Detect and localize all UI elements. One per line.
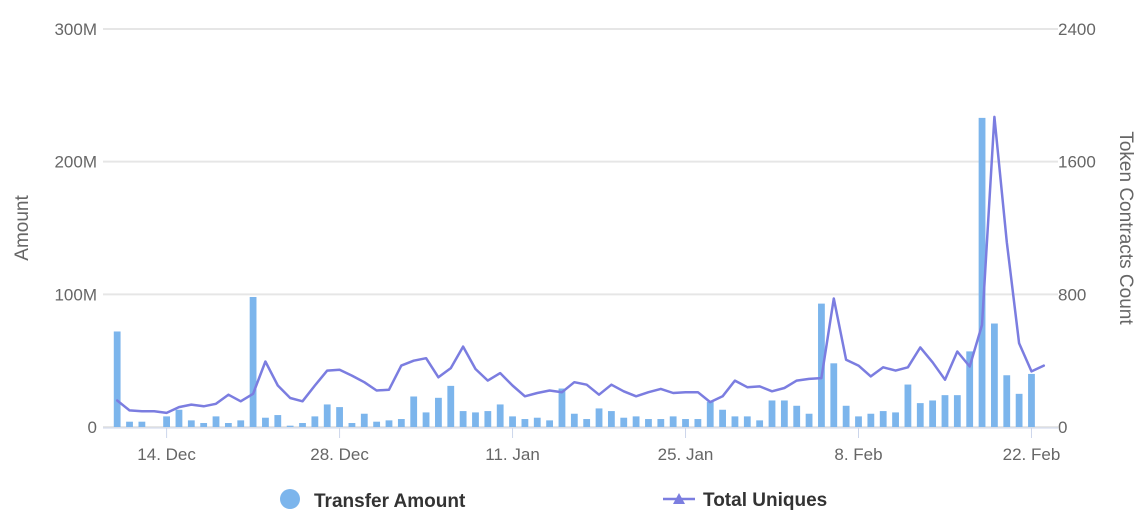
- bar[interactable]: [570, 413, 578, 427]
- bar[interactable]: [978, 117, 986, 428]
- bar[interactable]: [138, 421, 146, 427]
- bar[interactable]: [496, 404, 504, 427]
- bar[interactable]: [521, 419, 529, 427]
- legend-triangle-marker: [673, 493, 685, 504]
- bar[interactable]: [1028, 373, 1035, 427]
- y-right-axis-title: Token Contracts Count: [1115, 131, 1136, 325]
- bar[interactable]: [348, 423, 356, 427]
- bar[interactable]: [459, 411, 467, 427]
- bar[interactable]: [435, 397, 442, 427]
- y-left-tick-label: 0: [88, 418, 97, 437]
- bar[interactable]: [385, 420, 393, 427]
- bar[interactable]: [472, 412, 479, 427]
- bar[interactable]: [1003, 375, 1011, 427]
- bar[interactable]: [299, 423, 306, 427]
- line-series-total-uniques[interactable]: [115, 115, 1046, 415]
- bar[interactable]: [756, 420, 764, 427]
- x-tick-label: 11. Jan: [485, 445, 540, 464]
- bar[interactable]: [163, 416, 170, 427]
- bar[interactable]: [397, 419, 405, 427]
- bar[interactable]: [187, 420, 195, 427]
- bar[interactable]: [262, 417, 269, 427]
- x-tick-label: 22. Feb: [1003, 445, 1061, 464]
- bar[interactable]: [274, 415, 282, 427]
- bar[interactable]: [447, 385, 455, 427]
- bar[interactable]: [842, 405, 850, 427]
- bar[interactable]: [212, 416, 220, 427]
- bar[interactable]: [991, 323, 998, 427]
- legend-label-transfer-amount: Transfer Amount: [314, 491, 466, 512]
- bar[interactable]: [682, 419, 689, 427]
- bar[interactable]: [373, 421, 381, 427]
- bar[interactable]: [1015, 393, 1023, 427]
- x-tick-label: 8. Feb: [834, 445, 882, 464]
- bar[interactable]: [546, 420, 554, 427]
- bar[interactable]: [558, 388, 566, 427]
- legend-symbol-transfer-amount[interactable]: [280, 489, 300, 509]
- bar[interactable]: [422, 412, 430, 427]
- y-right-tick-label: 800: [1058, 285, 1086, 304]
- x-tick-label: 28. Dec: [310, 445, 369, 464]
- y-left-tick-label: 100M: [54, 285, 97, 304]
- bar[interactable]: [620, 417, 628, 427]
- bar[interactable]: [237, 420, 245, 427]
- bar[interactable]: [731, 416, 739, 427]
- bar[interactable]: [879, 411, 887, 427]
- y-left-tick-label: 300M: [54, 20, 97, 39]
- bar[interactable]: [706, 401, 714, 427]
- bar[interactable]: [966, 351, 974, 427]
- y-left-tick-label: 200M: [54, 153, 97, 172]
- bar[interactable]: [916, 403, 924, 427]
- bar[interactable]: [694, 419, 702, 427]
- bar[interactable]: [113, 331, 121, 427]
- bar[interactable]: [645, 419, 652, 427]
- bar[interactable]: [249, 296, 257, 427]
- bar[interactable]: [818, 303, 825, 427]
- bar[interactable]: [583, 419, 591, 427]
- bar[interactable]: [805, 413, 813, 427]
- x-tick-label: 14. Dec: [137, 445, 196, 464]
- y-left-axis-title: Amount: [12, 195, 33, 261]
- bar[interactable]: [855, 416, 862, 427]
- bar[interactable]: [892, 412, 899, 427]
- bar[interactable]: [867, 413, 875, 427]
- x-tick-label: 25. Jan: [658, 445, 714, 464]
- bar[interactable]: [200, 423, 208, 427]
- bar[interactable]: [126, 421, 133, 427]
- bar[interactable]: [607, 411, 615, 427]
- bar[interactable]: [793, 405, 801, 427]
- y-right-tick-label: 0: [1058, 418, 1067, 437]
- bar[interactable]: [484, 411, 492, 427]
- bar[interactable]: [533, 417, 541, 427]
- bar[interactable]: [929, 400, 937, 427]
- bar[interactable]: [509, 416, 516, 427]
- bar[interactable]: [336, 407, 343, 427]
- bar[interactable]: [286, 425, 294, 427]
- bar[interactable]: [311, 416, 319, 427]
- y-right-tick-label: 1600: [1058, 153, 1096, 172]
- bar[interactable]: [953, 395, 961, 427]
- bar[interactable]: [360, 413, 368, 427]
- bar[interactable]: [323, 404, 331, 427]
- legend-label-total-uniques: Total Uniques: [703, 490, 827, 511]
- bar[interactable]: [657, 419, 665, 427]
- bar[interactable]: [941, 395, 949, 427]
- bar[interactable]: [830, 363, 838, 427]
- bar[interactable]: [743, 416, 751, 427]
- bar[interactable]: [410, 396, 418, 427]
- bar[interactable]: [175, 409, 183, 427]
- bar[interactable]: [669, 416, 677, 427]
- bar[interactable]: [224, 423, 232, 427]
- bar[interactable]: [904, 384, 912, 427]
- y-right-tick-label: 2400: [1058, 20, 1096, 39]
- bar[interactable]: [632, 416, 640, 427]
- bar[interactable]: [780, 400, 788, 427]
- bar[interactable]: [719, 409, 726, 427]
- bar[interactable]: [595, 408, 603, 427]
- bar[interactable]: [768, 400, 776, 427]
